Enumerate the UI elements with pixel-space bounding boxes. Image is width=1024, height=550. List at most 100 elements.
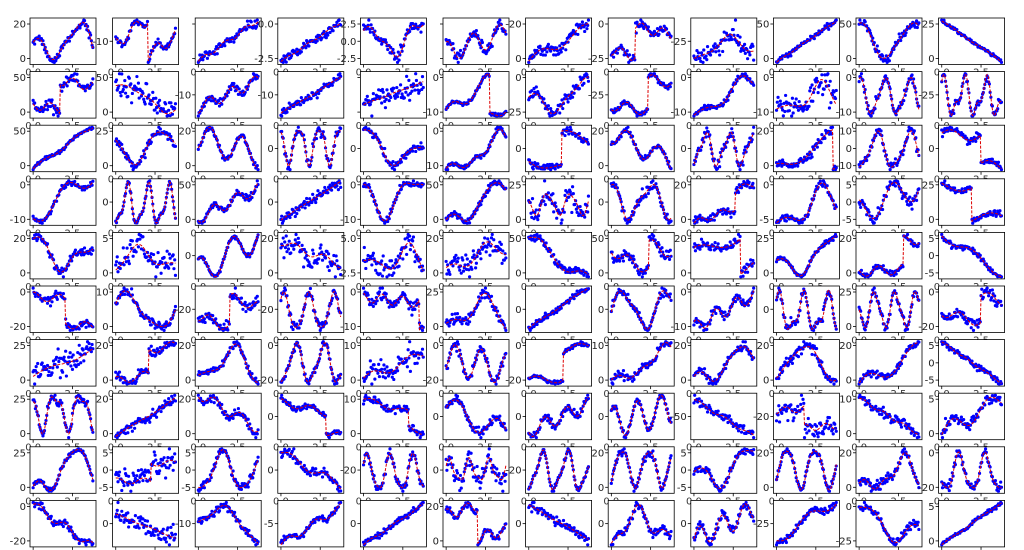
data-point xyxy=(826,72,830,76)
data-point xyxy=(367,18,371,22)
data-point xyxy=(162,255,166,260)
data-point xyxy=(156,37,160,41)
data-point xyxy=(320,36,324,40)
data-point xyxy=(384,97,388,101)
data-point xyxy=(474,261,478,265)
subplot-r0-c2: 0.02.5 xyxy=(190,17,262,79)
data-point xyxy=(910,207,914,211)
data-point xyxy=(527,158,532,162)
y-tick-label: 0 xyxy=(763,73,769,84)
data-point xyxy=(397,58,401,62)
data-point xyxy=(385,88,389,92)
subplot-r1-c4: 0.02.5 xyxy=(356,71,427,132)
data-point xyxy=(255,18,259,22)
data-point xyxy=(816,90,820,95)
data-point xyxy=(380,274,385,278)
data-point xyxy=(714,50,718,54)
data-point xyxy=(142,252,147,256)
y-tick-label: 50 xyxy=(839,20,852,31)
subplot-r0-c8: -250.02.5 xyxy=(670,17,758,79)
data-point xyxy=(456,60,460,64)
data-point xyxy=(808,89,812,93)
y-tick-label: 20 xyxy=(591,127,604,138)
data-point xyxy=(708,53,713,57)
data-point xyxy=(114,263,118,267)
y-tick-label: 0.0 xyxy=(340,37,356,48)
data-point xyxy=(996,160,1001,164)
data-point xyxy=(559,50,563,54)
data-point xyxy=(822,87,826,91)
data-point xyxy=(326,265,330,269)
y-tick-label: 10 xyxy=(426,161,439,172)
data-point xyxy=(119,94,123,98)
data-point xyxy=(396,50,400,54)
data-point xyxy=(542,97,546,101)
data-point xyxy=(563,133,567,138)
data-point xyxy=(998,209,1002,213)
data-point xyxy=(504,256,508,260)
data-point xyxy=(915,25,919,30)
data-point xyxy=(329,188,334,192)
data-point xyxy=(904,191,908,196)
data-point xyxy=(825,184,829,188)
data-point xyxy=(401,257,405,261)
axes-frame xyxy=(277,17,345,65)
data-point xyxy=(315,96,319,100)
data-point xyxy=(990,104,994,108)
data-point xyxy=(802,107,806,112)
data-point xyxy=(704,54,708,58)
y-tick-label: 0 xyxy=(267,268,273,279)
data-point xyxy=(51,113,56,117)
data-point xyxy=(536,162,540,166)
data-point xyxy=(567,132,571,136)
data-point xyxy=(295,212,299,216)
data-point xyxy=(549,106,553,111)
data-point xyxy=(281,236,285,240)
data-point xyxy=(286,247,291,251)
axes-background xyxy=(195,232,262,279)
y-tick-label: -25 xyxy=(588,54,604,65)
data-point xyxy=(419,141,423,145)
y-tick-label: 0 xyxy=(433,215,439,226)
subplot-r1-c3: -100.02.5 xyxy=(257,71,345,132)
data-point xyxy=(36,237,40,241)
y-tick-label: -25 xyxy=(505,108,521,119)
data-point xyxy=(296,236,300,240)
data-point xyxy=(880,54,885,58)
data-point xyxy=(154,275,158,279)
data-point xyxy=(91,179,95,183)
data-point xyxy=(467,275,472,279)
data-point xyxy=(702,48,706,52)
data-point xyxy=(531,167,535,171)
y-tick-label: 2.5 xyxy=(340,20,356,31)
data-point xyxy=(173,102,178,106)
data-point xyxy=(89,252,93,256)
data-point xyxy=(546,42,551,46)
data-point xyxy=(902,98,906,103)
data-point xyxy=(701,60,705,64)
data-point xyxy=(555,216,559,220)
fit-line xyxy=(115,21,176,62)
data-point xyxy=(956,102,960,106)
y-tick-label: -10 xyxy=(423,108,439,119)
data-point xyxy=(534,85,538,89)
data-point xyxy=(914,198,919,202)
data-point xyxy=(384,40,388,45)
y-tick-label: 0 xyxy=(20,268,26,279)
data-point xyxy=(389,95,393,100)
data-point xyxy=(408,234,412,238)
data-point xyxy=(404,156,408,160)
data-point xyxy=(368,102,372,106)
data-point xyxy=(336,24,340,28)
data-point xyxy=(465,257,469,261)
data-point xyxy=(229,39,233,44)
data-point xyxy=(310,265,314,269)
data-point xyxy=(392,167,397,172)
data-point xyxy=(282,256,286,260)
